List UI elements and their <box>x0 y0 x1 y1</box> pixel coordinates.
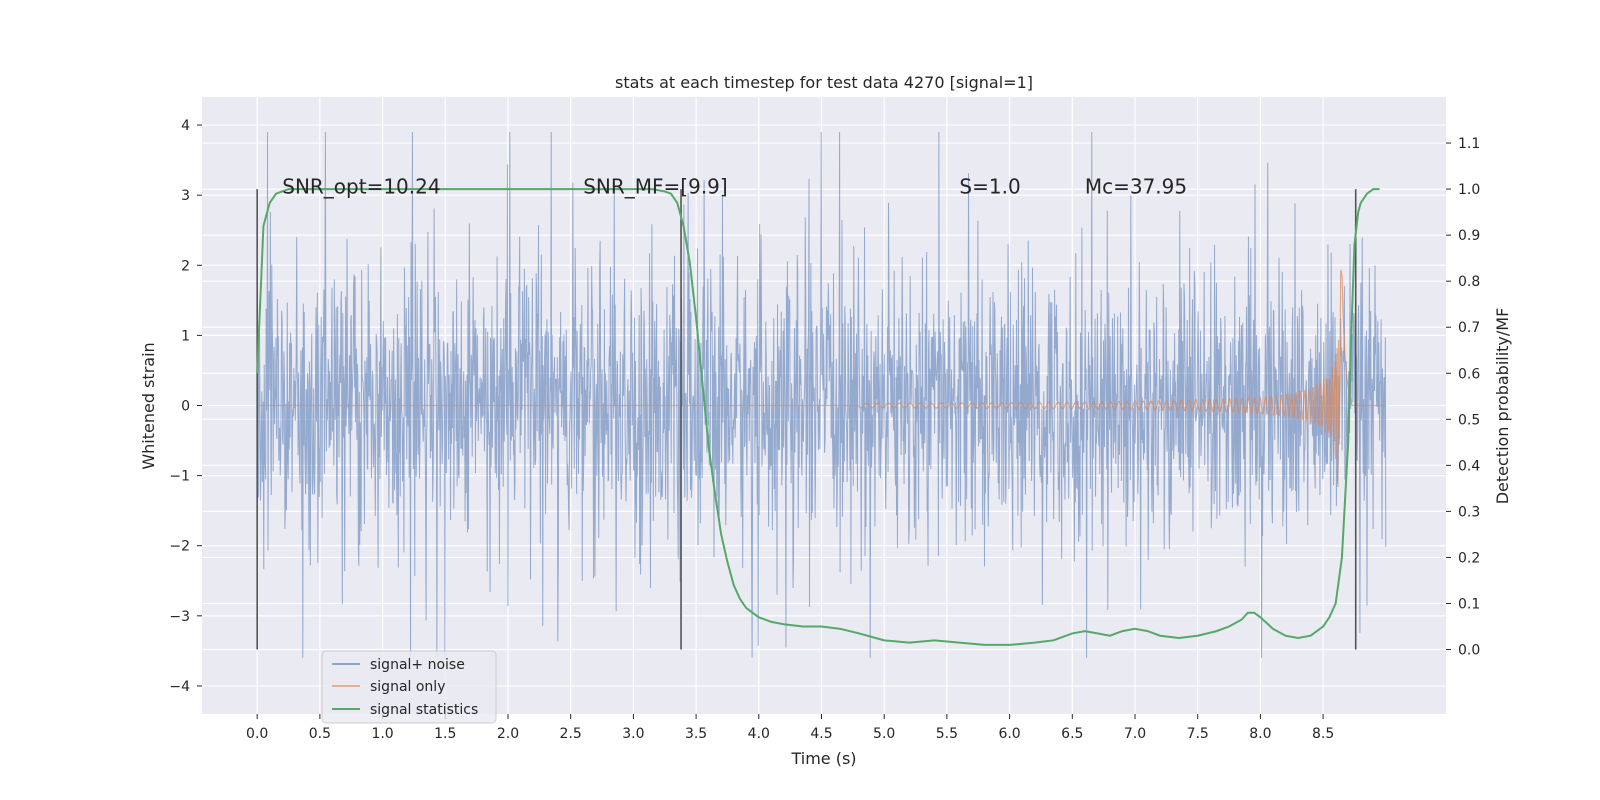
x-tick-label: 3.5 <box>685 726 707 742</box>
right-y-tick-label: 1.0 <box>1458 182 1480 198</box>
x-tick-label: 1.5 <box>434 726 456 742</box>
annotations: SNR_opt=10.24 SNR_MF=[9.9] S=1.0 Mc=37.95 <box>282 175 1187 199</box>
right-y-tick-label: 0.0 <box>1458 643 1480 659</box>
annotation-text: S=1.0 <box>959 175 1020 199</box>
x-tick-label: 6.5 <box>1061 726 1083 742</box>
annotation-text: Mc=37.95 <box>1085 175 1187 199</box>
right-y-axis-ticks: 1.1 1.0 0.9 0.8 0.7 0.6 0.5 0.4 0.3 0.2 0.1 0.0 <box>1446 136 1480 659</box>
left-y-axis-ticks: 4 3 2 1 0 −1 −2 −3 −4 <box>169 118 202 695</box>
right-y-tick-label: 0.8 <box>1458 274 1480 290</box>
right-y-axis-label: Detection probability/MF <box>1493 308 1512 505</box>
x-tick-label: 8.0 <box>1249 726 1271 742</box>
right-y-tick-label: 0.4 <box>1458 458 1480 474</box>
signal-only-line <box>257 270 1386 488</box>
right-y-tick-label: 1.1 <box>1458 136 1480 152</box>
left-y-tick-label: 0 <box>181 399 190 415</box>
right-y-tick-label: 0.1 <box>1458 596 1480 612</box>
left-y-tick-label: −2 <box>169 539 190 555</box>
left-y-tick-label: 3 <box>181 188 190 204</box>
x-tick-label: 7.5 <box>1187 726 1209 742</box>
x-tick-label: 4.0 <box>748 726 770 742</box>
vertical-markers <box>256 189 1357 650</box>
right-y-tick-label: 0.7 <box>1458 320 1480 336</box>
left-y-tick-label: 2 <box>181 258 190 274</box>
left-y-tick-label: −3 <box>169 609 190 625</box>
signal-statistics-line <box>256 188 1380 646</box>
x-axis-ticks: 0.0 0.5 1.0 1.5 2.0 2.5 3.0 3.5 4.0 4.5 5.0 5.5 6.0 6… <box>246 714 1334 742</box>
x-tick-label: 6.0 <box>998 726 1020 742</box>
right-y-tick-label: 0.5 <box>1458 412 1480 428</box>
legend-box <box>321 650 497 724</box>
x-tick-label: 2.0 <box>497 726 519 742</box>
legend: signal+ noise signal only signal statist… <box>321 650 497 724</box>
x-tick-label: 4.5 <box>810 726 832 742</box>
left-y-tick-label: 4 <box>181 118 190 134</box>
signal-noise-line <box>256 132 1387 658</box>
left-y-axis-label: Whitened strain <box>139 342 158 469</box>
x-tick-label: 0.5 <box>309 726 331 742</box>
x-tick-label: 3.0 <box>622 726 644 742</box>
x-tick-label: 5.0 <box>873 726 895 742</box>
right-y-tick-label: 0.2 <box>1458 550 1480 566</box>
legend-label-signal-only: signal only <box>370 679 445 695</box>
x-tick-label: 2.5 <box>560 726 582 742</box>
chart-title: stats at each timestep for test data 427… <box>615 73 1033 92</box>
signal-only-series <box>257 270 1386 488</box>
x-tick-label: 5.5 <box>936 726 958 742</box>
right-y-tick-label: 0.3 <box>1458 504 1480 520</box>
right-y-tick-label: 0.9 <box>1458 228 1480 244</box>
signal-noise-series <box>256 132 1387 658</box>
left-y-tick-label: −4 <box>169 679 190 695</box>
x-axis-label: Time (s) <box>790 749 856 768</box>
x-tick-label: 8.5 <box>1312 726 1334 742</box>
annotation-text: SNR_MF=[9.9] <box>583 175 727 199</box>
x-tick-label: 1.0 <box>371 726 393 742</box>
left-y-tick-label: −1 <box>169 469 190 485</box>
x-tick-label: 7.0 <box>1124 726 1146 742</box>
x-tick-label: 0.0 <box>246 726 268 742</box>
legend-label-signal-noise: signal+ noise <box>370 657 465 673</box>
annotation-text: SNR_opt=10.24 <box>282 175 440 199</box>
right-y-tick-label: 0.6 <box>1458 366 1480 382</box>
left-y-tick-label: 1 <box>181 328 190 344</box>
legend-label-signal-statistics: signal statistics <box>370 702 478 718</box>
